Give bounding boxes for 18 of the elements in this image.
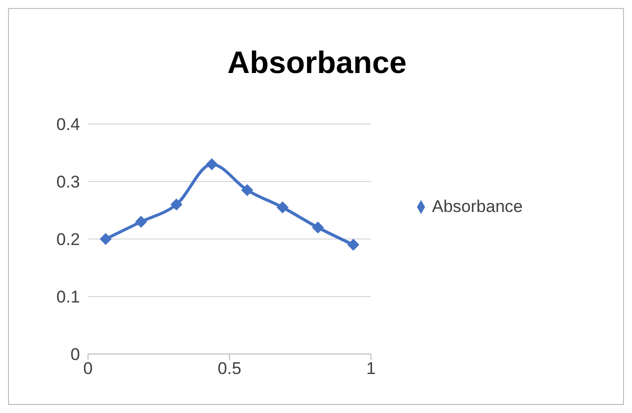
y-tick-label: 0 [70,345,80,364]
y-tick-label: 0.1 [56,288,80,307]
point [276,201,289,214]
legend-label: Absorbance [432,196,523,216]
x-tick-label: 0 [83,359,93,378]
point [135,216,148,228]
point [100,233,112,245]
point [241,184,254,196]
x-tick-label: 0.5 [218,359,242,378]
x-tick-label: 1 [366,359,376,378]
chart-title: Absorbance [226,45,408,81]
point [170,198,182,210]
point [347,238,360,251]
point [312,222,324,234]
y-tick-label: 0.4 [56,115,80,134]
y-tick-label: 0.2 [56,230,80,250]
y-tick-label: 0.3 [56,172,80,192]
point [206,158,218,170]
